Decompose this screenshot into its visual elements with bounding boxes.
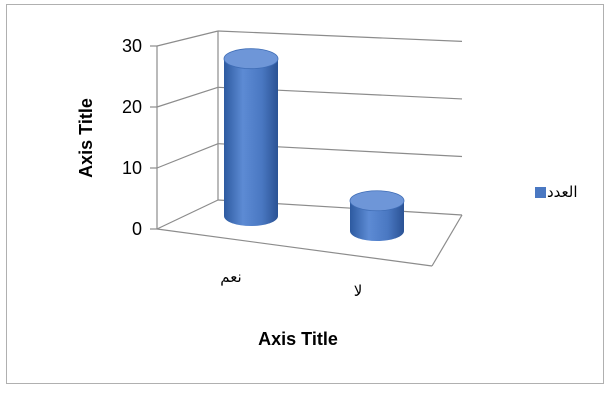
bar-top (349, 190, 405, 212)
x-tick-labels: نعم لا (220, 268, 362, 300)
plot-frame (156, 31, 463, 267)
x-tick-label: لا (354, 282, 363, 300)
legend-label: العدد (547, 183, 578, 201)
y-tick-label: 20 (122, 97, 142, 117)
gridline-side (156, 143, 219, 169)
legend-swatch (535, 187, 546, 198)
gridline-side (156, 86, 219, 108)
bars (223, 48, 405, 241)
bar-body (350, 200, 404, 241)
x-axis-title: Axis Title (258, 329, 338, 349)
chart-frame (6, 4, 604, 384)
gridline-side (156, 30, 219, 47)
legend: العدد (535, 183, 578, 201)
bar-1 (223, 48, 279, 227)
y-tick-label: 0 (132, 219, 142, 239)
y-tick-label: 10 (122, 158, 142, 178)
x-tick-label: نعم (220, 268, 241, 286)
bar-2 (349, 190, 405, 241)
bar-body (224, 58, 278, 227)
y-tick-label: 30 (122, 36, 142, 56)
gridline-side (156, 199, 219, 230)
y-tick-labels: 0 10 20 30 (122, 36, 157, 239)
bar-top (223, 48, 279, 70)
gridline-back (217, 30, 463, 42)
y-axis-title: Axis Title (76, 98, 96, 178)
gridlines (156, 30, 463, 230)
